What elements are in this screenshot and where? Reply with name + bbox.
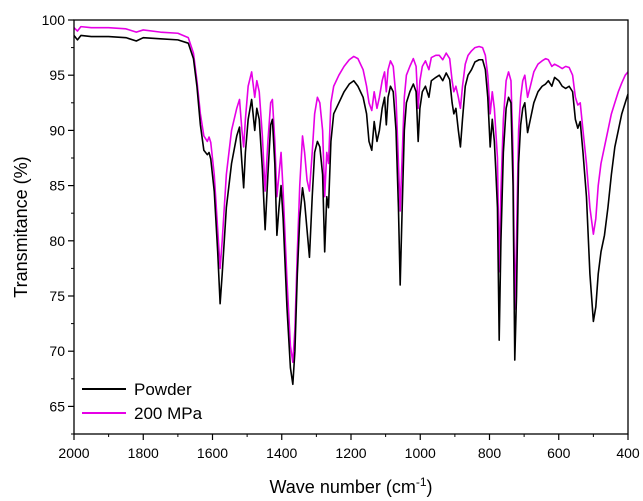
y-tick-label: 75 [49,288,65,304]
series-line-200-mpa [74,25,628,364]
legend: Powder 200 MPa [82,380,203,423]
series-layer [74,25,628,386]
y-tick-label: 70 [49,343,65,359]
y-tick-label: 65 [49,398,65,414]
y-tick-label: 95 [49,67,65,83]
legend-label-powder: Powder [134,380,192,399]
x-tick-label: 800 [478,445,502,461]
x-axis-title-suffix: ) [427,477,433,497]
x-tick-label: 1200 [335,445,366,461]
x-tick-label: 1400 [266,445,297,461]
y-tick-label: 85 [49,178,65,194]
y-axis: 65 70 75 80 85 90 95 100 [42,12,74,435]
legend-label-200mpa: 200 MPa [134,404,203,423]
x-tick-label: 1600 [197,445,228,461]
x-tick-label: 600 [547,445,571,461]
x-axis: 2000 1800 1600 1400 1200 1000 800 600 400 [58,434,640,461]
x-tick-label: 2000 [58,445,89,461]
y-axis-title: Transmitance (%) [11,156,31,297]
x-axis-title-main: Wave number (cm [269,477,415,497]
series-line-powder [74,34,628,386]
x-axis-title-superscript: -1 [416,475,427,489]
x-tick-label: 1800 [128,445,159,461]
y-tick-label: 90 [49,122,65,138]
y-tick-label: 80 [49,233,65,249]
y-tick-label: 100 [42,12,66,28]
x-axis-title: Wave number (cm-1) [269,475,432,497]
x-tick-label: 400 [616,445,640,461]
x-tick-label: 1000 [405,445,436,461]
